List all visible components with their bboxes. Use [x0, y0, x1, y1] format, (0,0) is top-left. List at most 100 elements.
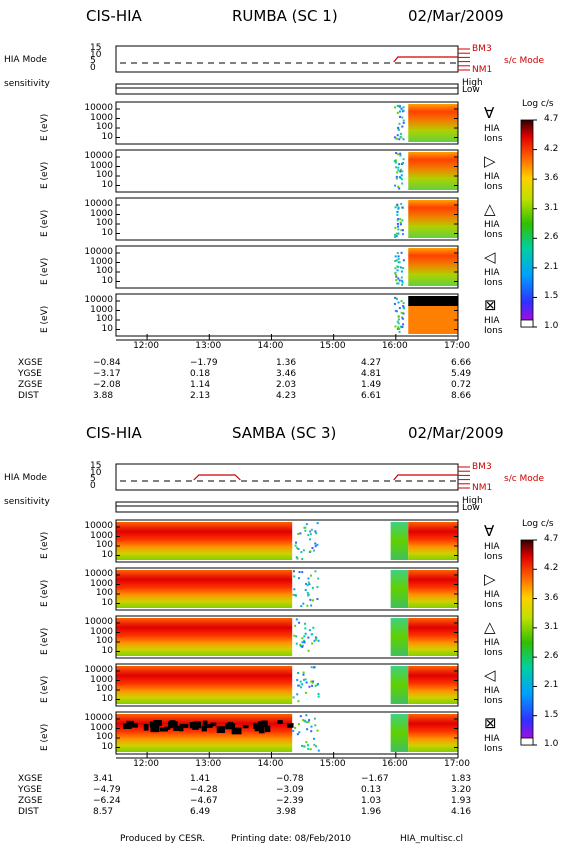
data-speck	[401, 219, 404, 222]
instrument-title-1: CIS-HIA	[86, 7, 142, 25]
data-speck	[295, 541, 298, 544]
data-speck	[396, 282, 399, 285]
ytick-label: 100	[95, 540, 113, 550]
ephemeris-value: −3.09	[276, 785, 304, 795]
data-speck	[402, 158, 405, 161]
data-speck	[397, 282, 400, 285]
data-speck	[397, 225, 400, 228]
data-speck	[298, 684, 301, 687]
data-speck	[307, 720, 310, 723]
spacecraft-title-1: RUMBA (SC 1)	[232, 7, 338, 25]
data-band	[390, 618, 409, 656]
ion-symbol: ⊠	[484, 714, 497, 732]
ytick-label: 100	[95, 218, 113, 228]
ytick-label: 10	[101, 323, 113, 334]
data-blob	[189, 722, 199, 729]
data-speck	[302, 671, 305, 674]
data-speck	[400, 270, 403, 273]
ephemeris-value: 1.36	[276, 358, 297, 368]
data-speck	[400, 300, 403, 303]
xtick-label: 16:00	[381, 759, 408, 769]
ytick-label: 1000	[90, 256, 113, 267]
ytick-label: 10	[101, 741, 113, 752]
ephemeris-value: 0.72	[451, 380, 472, 390]
data-speck	[294, 594, 297, 597]
data-band	[390, 666, 409, 704]
data-speck	[293, 588, 296, 591]
data-speck	[310, 604, 313, 607]
data-speck	[316, 598, 319, 601]
data-speck	[305, 582, 308, 585]
ephemeris-name: YGSE	[18, 369, 42, 379]
panel-bg	[116, 246, 458, 288]
data-speck	[395, 275, 398, 278]
ytick-label: 1000	[90, 208, 113, 219]
data-speck	[310, 633, 313, 636]
mode-name-nm1: NM1	[472, 483, 493, 493]
xtick-label: 16:00	[381, 341, 408, 351]
colorbar-tick-label: 3.6	[544, 592, 559, 603]
data-speck	[311, 684, 314, 687]
ephemeris-value: 6.66	[451, 358, 472, 368]
data-speck	[301, 641, 304, 644]
data-blob	[210, 722, 217, 727]
data-speck	[401, 182, 404, 185]
colorbar-tick-label: 4.2	[544, 143, 559, 154]
data-speck	[401, 281, 404, 284]
ytick-label: 1000	[90, 626, 113, 637]
data-speck	[305, 741, 308, 744]
panel-frame	[115, 293, 459, 337]
ephemeris-name: ZGSE	[18, 796, 43, 806]
data-speck	[315, 532, 318, 535]
ytick-label: 100	[95, 588, 113, 598]
footer-file: HIA_multisc.cl	[400, 834, 464, 844]
data-speck	[400, 132, 403, 135]
data-speck	[317, 577, 320, 580]
ephemeris-value: 2.13	[190, 391, 211, 401]
ion-label-ions: Ions	[484, 230, 503, 240]
data-speck	[297, 532, 300, 535]
data-band	[408, 306, 458, 334]
colorbar-title: Log c/s	[522, 99, 554, 109]
data-speck	[309, 574, 312, 577]
data-speck	[317, 695, 320, 698]
ytick-label: 10	[101, 227, 113, 238]
data-speck	[402, 307, 405, 310]
data-speck	[396, 134, 399, 137]
spacecraft-title-2: SAMBA (SC 3)	[232, 424, 337, 442]
data-speck	[397, 232, 400, 235]
data-speck	[303, 641, 306, 644]
colorbar-tick-label: 1.0	[544, 739, 559, 749]
data-speck	[394, 233, 397, 236]
xtick-label: 13:00	[195, 341, 222, 351]
ephemeris-value: −2.39	[276, 796, 304, 806]
ephemeris-value: 0.13	[361, 785, 382, 795]
data-speck	[313, 743, 316, 746]
data-speck	[314, 545, 317, 548]
data-speck	[308, 583, 311, 586]
panel-frame	[115, 663, 459, 707]
sens-high-label: High	[462, 496, 483, 506]
data-speck	[398, 327, 401, 330]
data-speck	[295, 556, 298, 559]
data-speck	[402, 233, 405, 236]
panel-frame	[115, 519, 459, 563]
data-speck	[314, 570, 317, 573]
sensitivity-label: sensitivity	[4, 497, 50, 507]
data-speck	[399, 325, 402, 328]
data-speck	[399, 221, 402, 224]
data-speck	[294, 544, 297, 547]
ytick-label: 10000	[84, 713, 113, 723]
ion-label-hia: HIA	[484, 686, 500, 696]
data-speck	[396, 252, 399, 255]
data-speck	[395, 175, 398, 178]
ephemeris-name: ZGSE	[18, 380, 43, 390]
mode-tick-label: 15	[90, 43, 102, 53]
data-speck	[396, 320, 399, 323]
colorbar-tick-label: 1.5	[544, 709, 559, 720]
ephemeris-value: 3.20	[451, 785, 472, 795]
data-speck	[295, 642, 298, 645]
data-speck	[297, 723, 300, 726]
data-blob	[194, 721, 201, 726]
data-speck	[296, 557, 299, 560]
